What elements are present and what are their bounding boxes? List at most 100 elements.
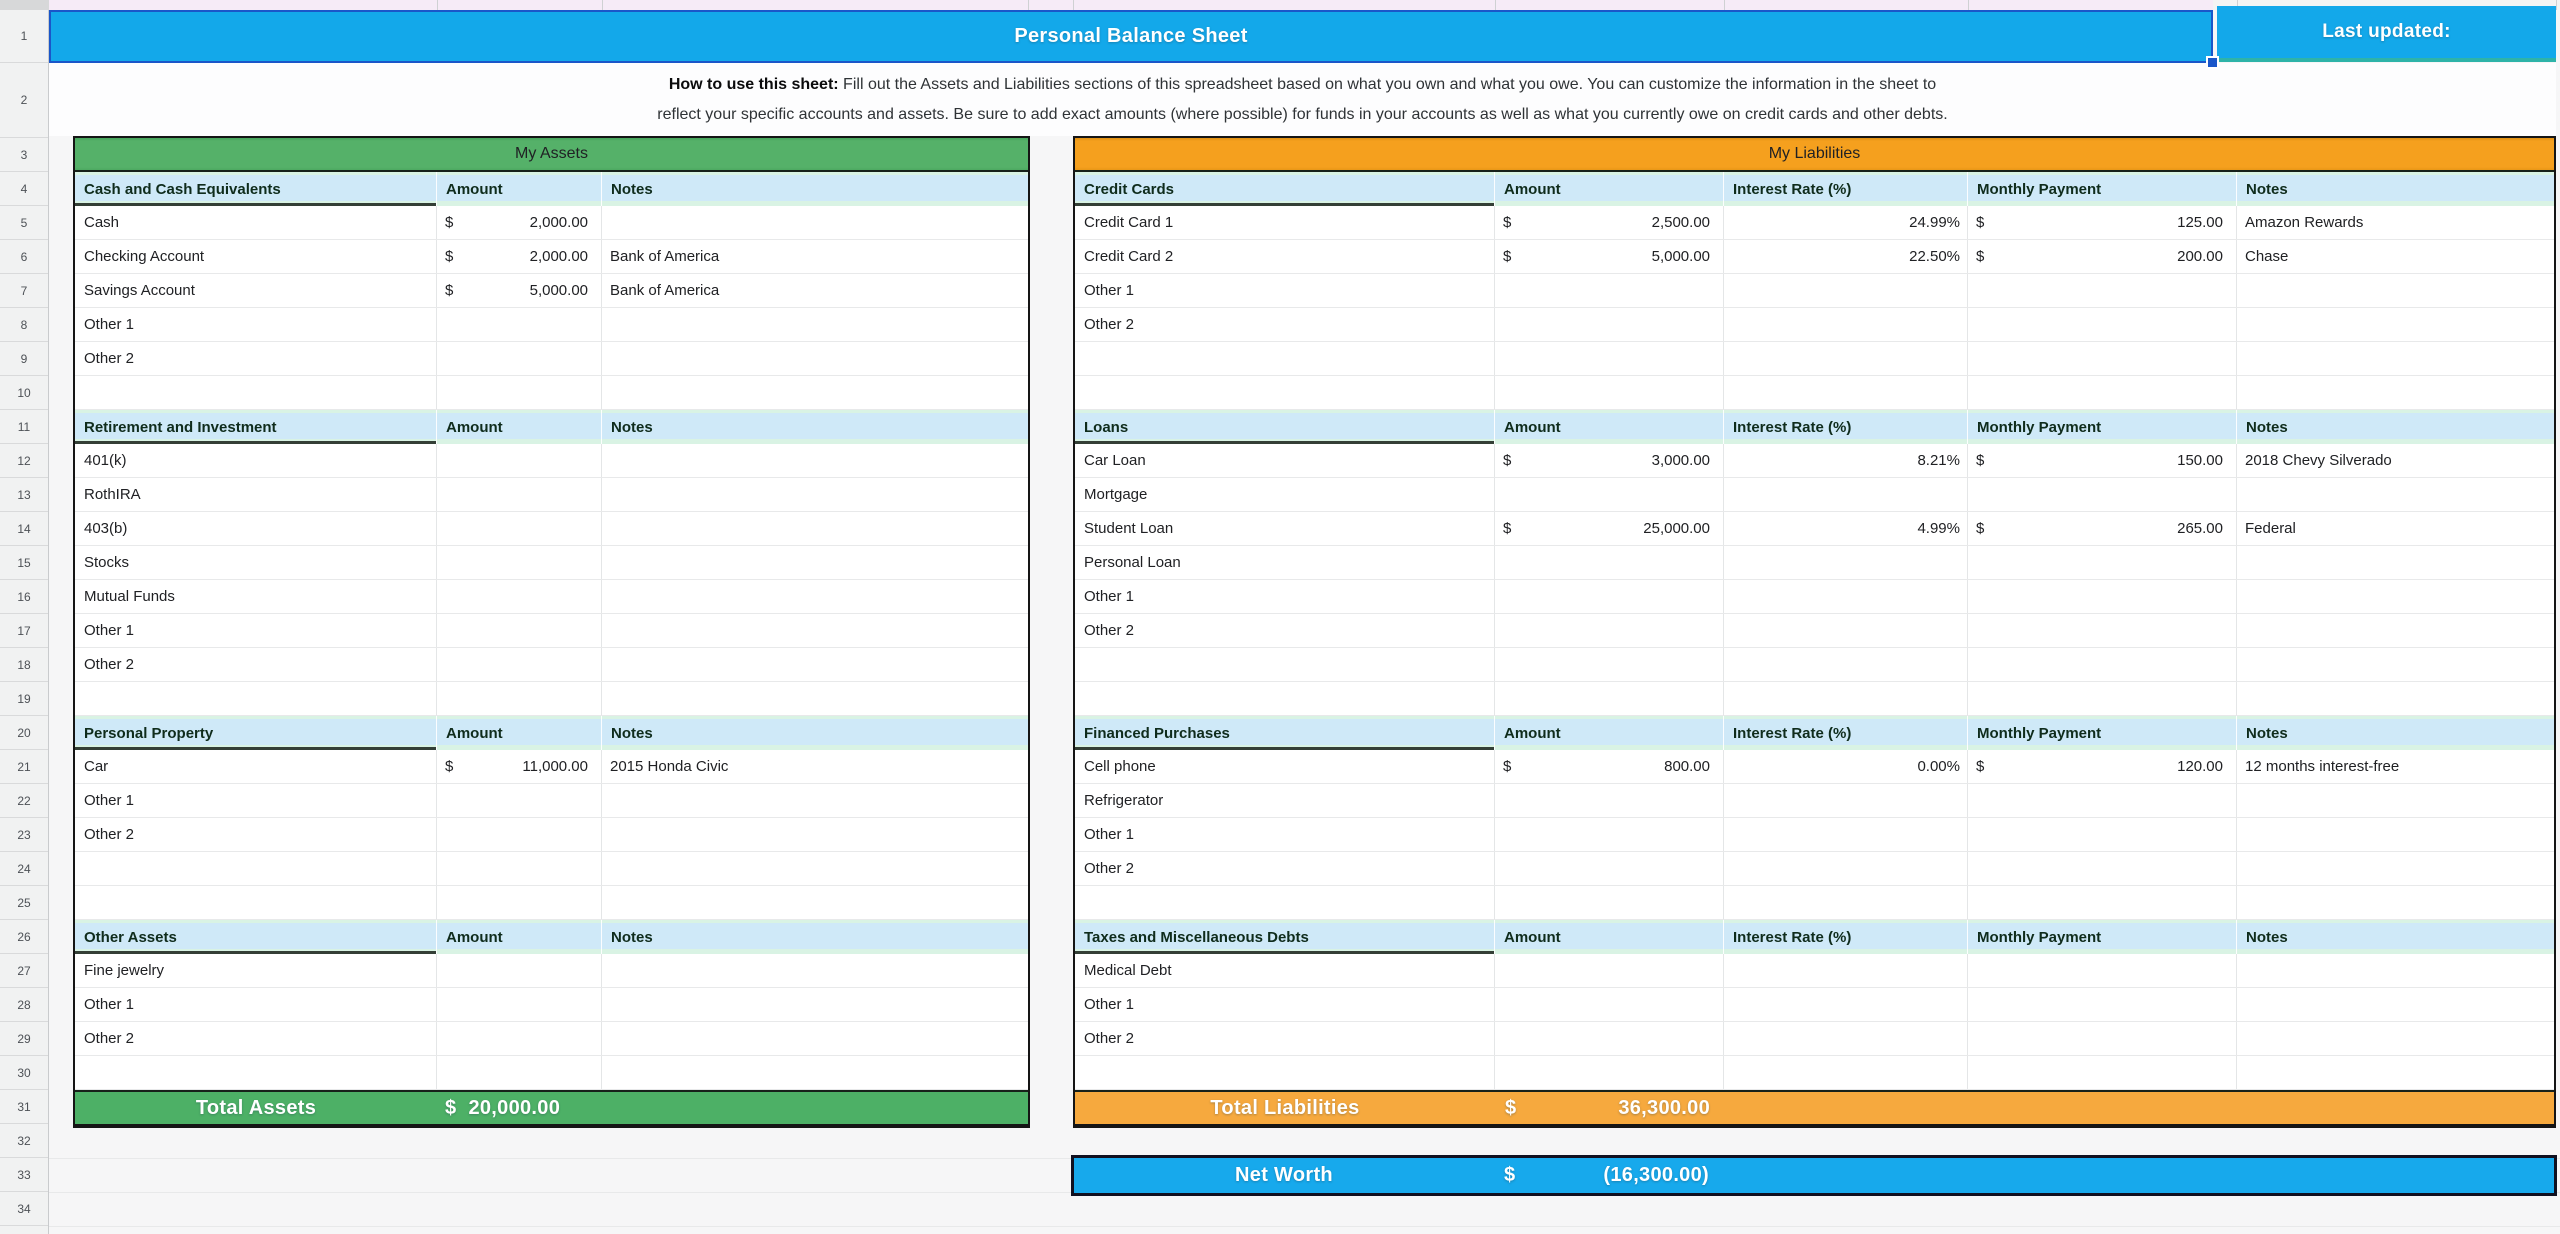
- cell-monthly-payment[interactable]: [1968, 376, 2237, 409]
- cell-amount[interactable]: [437, 886, 602, 919]
- cell-label[interactable]: [1075, 342, 1495, 375]
- row-number[interactable]: 1: [0, 10, 48, 63]
- column-header-cell[interactable]: Notes: [2246, 180, 2288, 198]
- net-worth-bar[interactable]: Net Worth $ (16,300.00): [1071, 1155, 2557, 1196]
- cell-amount[interactable]: [1495, 954, 1724, 987]
- cell-label[interactable]: Other 1: [1075, 818, 1495, 851]
- cell-label[interactable]: Credit Card 1: [1075, 206, 1495, 239]
- cell-label[interactable]: Other 1: [75, 614, 437, 647]
- cell-amount[interactable]: [1495, 308, 1724, 341]
- cell-label[interactable]: Personal Loan: [1075, 546, 1495, 579]
- cell-notes[interactable]: [602, 954, 1028, 987]
- cell-monthly-payment[interactable]: [1968, 886, 2237, 919]
- instructions-cell[interactable]: How to use this sheet: Fill out the Asse…: [49, 63, 2556, 136]
- total-label-cell[interactable]: Total Liabilities: [1075, 1092, 1495, 1124]
- cell-amount[interactable]: [437, 478, 602, 511]
- selection-fill-handle[interactable]: [2206, 56, 2219, 69]
- cell-notes[interactable]: 2018 Chevy Silverado: [2245, 452, 2392, 469]
- cell-monthly-payment[interactable]: [1968, 648, 2237, 681]
- cell-label[interactable]: Other 2: [1075, 614, 1495, 647]
- cell-notes[interactable]: [602, 852, 1028, 885]
- cell-amount[interactable]: [437, 1056, 602, 1089]
- row-number[interactable]: 18: [0, 648, 48, 682]
- cell-notes[interactable]: [602, 580, 1028, 613]
- total-label-cell[interactable]: Total Assets: [75, 1092, 437, 1124]
- row-number[interactable]: 7: [0, 274, 48, 308]
- cell-amount[interactable]: [437, 580, 602, 613]
- cell-interest-rate[interactable]: 24.99%: [1724, 206, 1968, 239]
- cell-monthly-payment[interactable]: [1968, 478, 2237, 511]
- cell-label[interactable]: 401(k): [75, 444, 437, 477]
- cell-label[interactable]: Other 2: [1075, 1022, 1495, 1055]
- cell-monthly-payment[interactable]: [1968, 682, 2237, 715]
- row-number[interactable]: 8: [0, 308, 48, 342]
- row-number[interactable]: 19: [0, 682, 48, 716]
- cell-notes[interactable]: [2237, 818, 2554, 851]
- row-number[interactable]: 9: [0, 342, 48, 376]
- row-number[interactable]: 31: [0, 1090, 48, 1124]
- total-value-cell[interactable]: $36,300.00: [1495, 1092, 1724, 1124]
- cell-monthly-payment[interactable]: [1968, 1056, 2237, 1089]
- cell-label[interactable]: Other 1: [75, 784, 437, 817]
- cell-amount[interactable]: $2,000.00: [437, 240, 602, 273]
- cell-amount[interactable]: [1495, 478, 1724, 511]
- cell-notes[interactable]: [602, 886, 1028, 919]
- cell-notes[interactable]: [602, 342, 1028, 375]
- cell-interest-rate[interactable]: 22.50%: [1724, 240, 1968, 273]
- column-header-cell[interactable]: Amount: [437, 172, 602, 206]
- cell-amount[interactable]: [437, 512, 602, 545]
- cell-label[interactable]: [1075, 376, 1495, 409]
- cell-interest-rate[interactable]: 8.21%: [1724, 444, 1968, 477]
- cell-notes[interactable]: [602, 682, 1028, 715]
- cell-notes[interactable]: [602, 648, 1028, 681]
- cell-interest-rate[interactable]: 0.00%: [1724, 750, 1968, 783]
- cell-amount[interactable]: [1495, 682, 1724, 715]
- cell-label[interactable]: 403(b): [75, 512, 437, 545]
- row-number[interactable]: 6: [0, 240, 48, 274]
- cell-amount[interactable]: $2,500.00: [1495, 206, 1724, 239]
- cell-label[interactable]: Car Loan: [1075, 444, 1495, 477]
- cell-amount[interactable]: [1495, 546, 1724, 579]
- row-number[interactable]: 10: [0, 376, 48, 410]
- cell-notes[interactable]: [2237, 478, 2554, 511]
- cell-label[interactable]: Savings Account: [75, 274, 437, 307]
- cell-notes[interactable]: [2237, 376, 2554, 409]
- cell-interest-rate[interactable]: [1724, 784, 1968, 817]
- cell-label[interactable]: Other 2: [75, 342, 437, 375]
- row-number[interactable]: 13: [0, 478, 48, 512]
- column-header-cell[interactable]: Notes: [2246, 418, 2288, 436]
- cell-amount[interactable]: [437, 682, 602, 715]
- cell-label[interactable]: [75, 1056, 437, 1089]
- total-row[interactable]: Total Liabilities $36,300.00: [1075, 1090, 2554, 1124]
- cell-notes[interactable]: [2237, 988, 2554, 1021]
- cell-monthly-payment[interactable]: $265.00: [1968, 512, 2237, 545]
- column-header-cell[interactable]: Amount: [1495, 172, 1724, 206]
- cell-interest-rate[interactable]: [1724, 886, 1968, 919]
- row-number[interactable]: 28: [0, 988, 48, 1022]
- cell-notes[interactable]: [2237, 784, 2554, 817]
- total-row[interactable]: Total Assets $20,000.00: [75, 1090, 1028, 1124]
- cell-monthly-payment[interactable]: [1968, 342, 2237, 375]
- cell-amount[interactable]: [437, 614, 602, 647]
- total-filler[interactable]: [602, 1092, 1028, 1124]
- column-header-cell[interactable]: Taxes and Miscellaneous Debts: [1075, 920, 1495, 954]
- cell-label[interactable]: Other 2: [75, 648, 437, 681]
- cell-label[interactable]: Other 1: [1075, 274, 1495, 307]
- cell-label[interactable]: [1075, 682, 1495, 715]
- row-number[interactable]: 15: [0, 546, 48, 580]
- cell-label[interactable]: Other 2: [1075, 308, 1495, 341]
- cell-notes[interactable]: [602, 478, 1028, 511]
- cell-label[interactable]: Other 2: [75, 818, 437, 851]
- cell-amount[interactable]: $5,000.00: [1495, 240, 1724, 273]
- cell-label[interactable]: Other 2: [1075, 852, 1495, 885]
- section-title-row[interactable]: My Liabilities: [1075, 138, 2554, 172]
- row-number[interactable]: 23: [0, 818, 48, 852]
- cell-label[interactable]: [75, 852, 437, 885]
- column-header-cell[interactable]: Monthly Payment: [1968, 410, 2237, 444]
- column-header-cell[interactable]: Amount: [437, 716, 602, 750]
- cell-interest-rate[interactable]: 4.99%: [1724, 512, 1968, 545]
- column-header-cell[interactable]: Amount: [437, 410, 602, 444]
- row-number[interactable]: 12: [0, 444, 48, 478]
- row-number[interactable]: 26: [0, 920, 48, 954]
- column-header-cell[interactable]: Notes: [611, 724, 653, 742]
